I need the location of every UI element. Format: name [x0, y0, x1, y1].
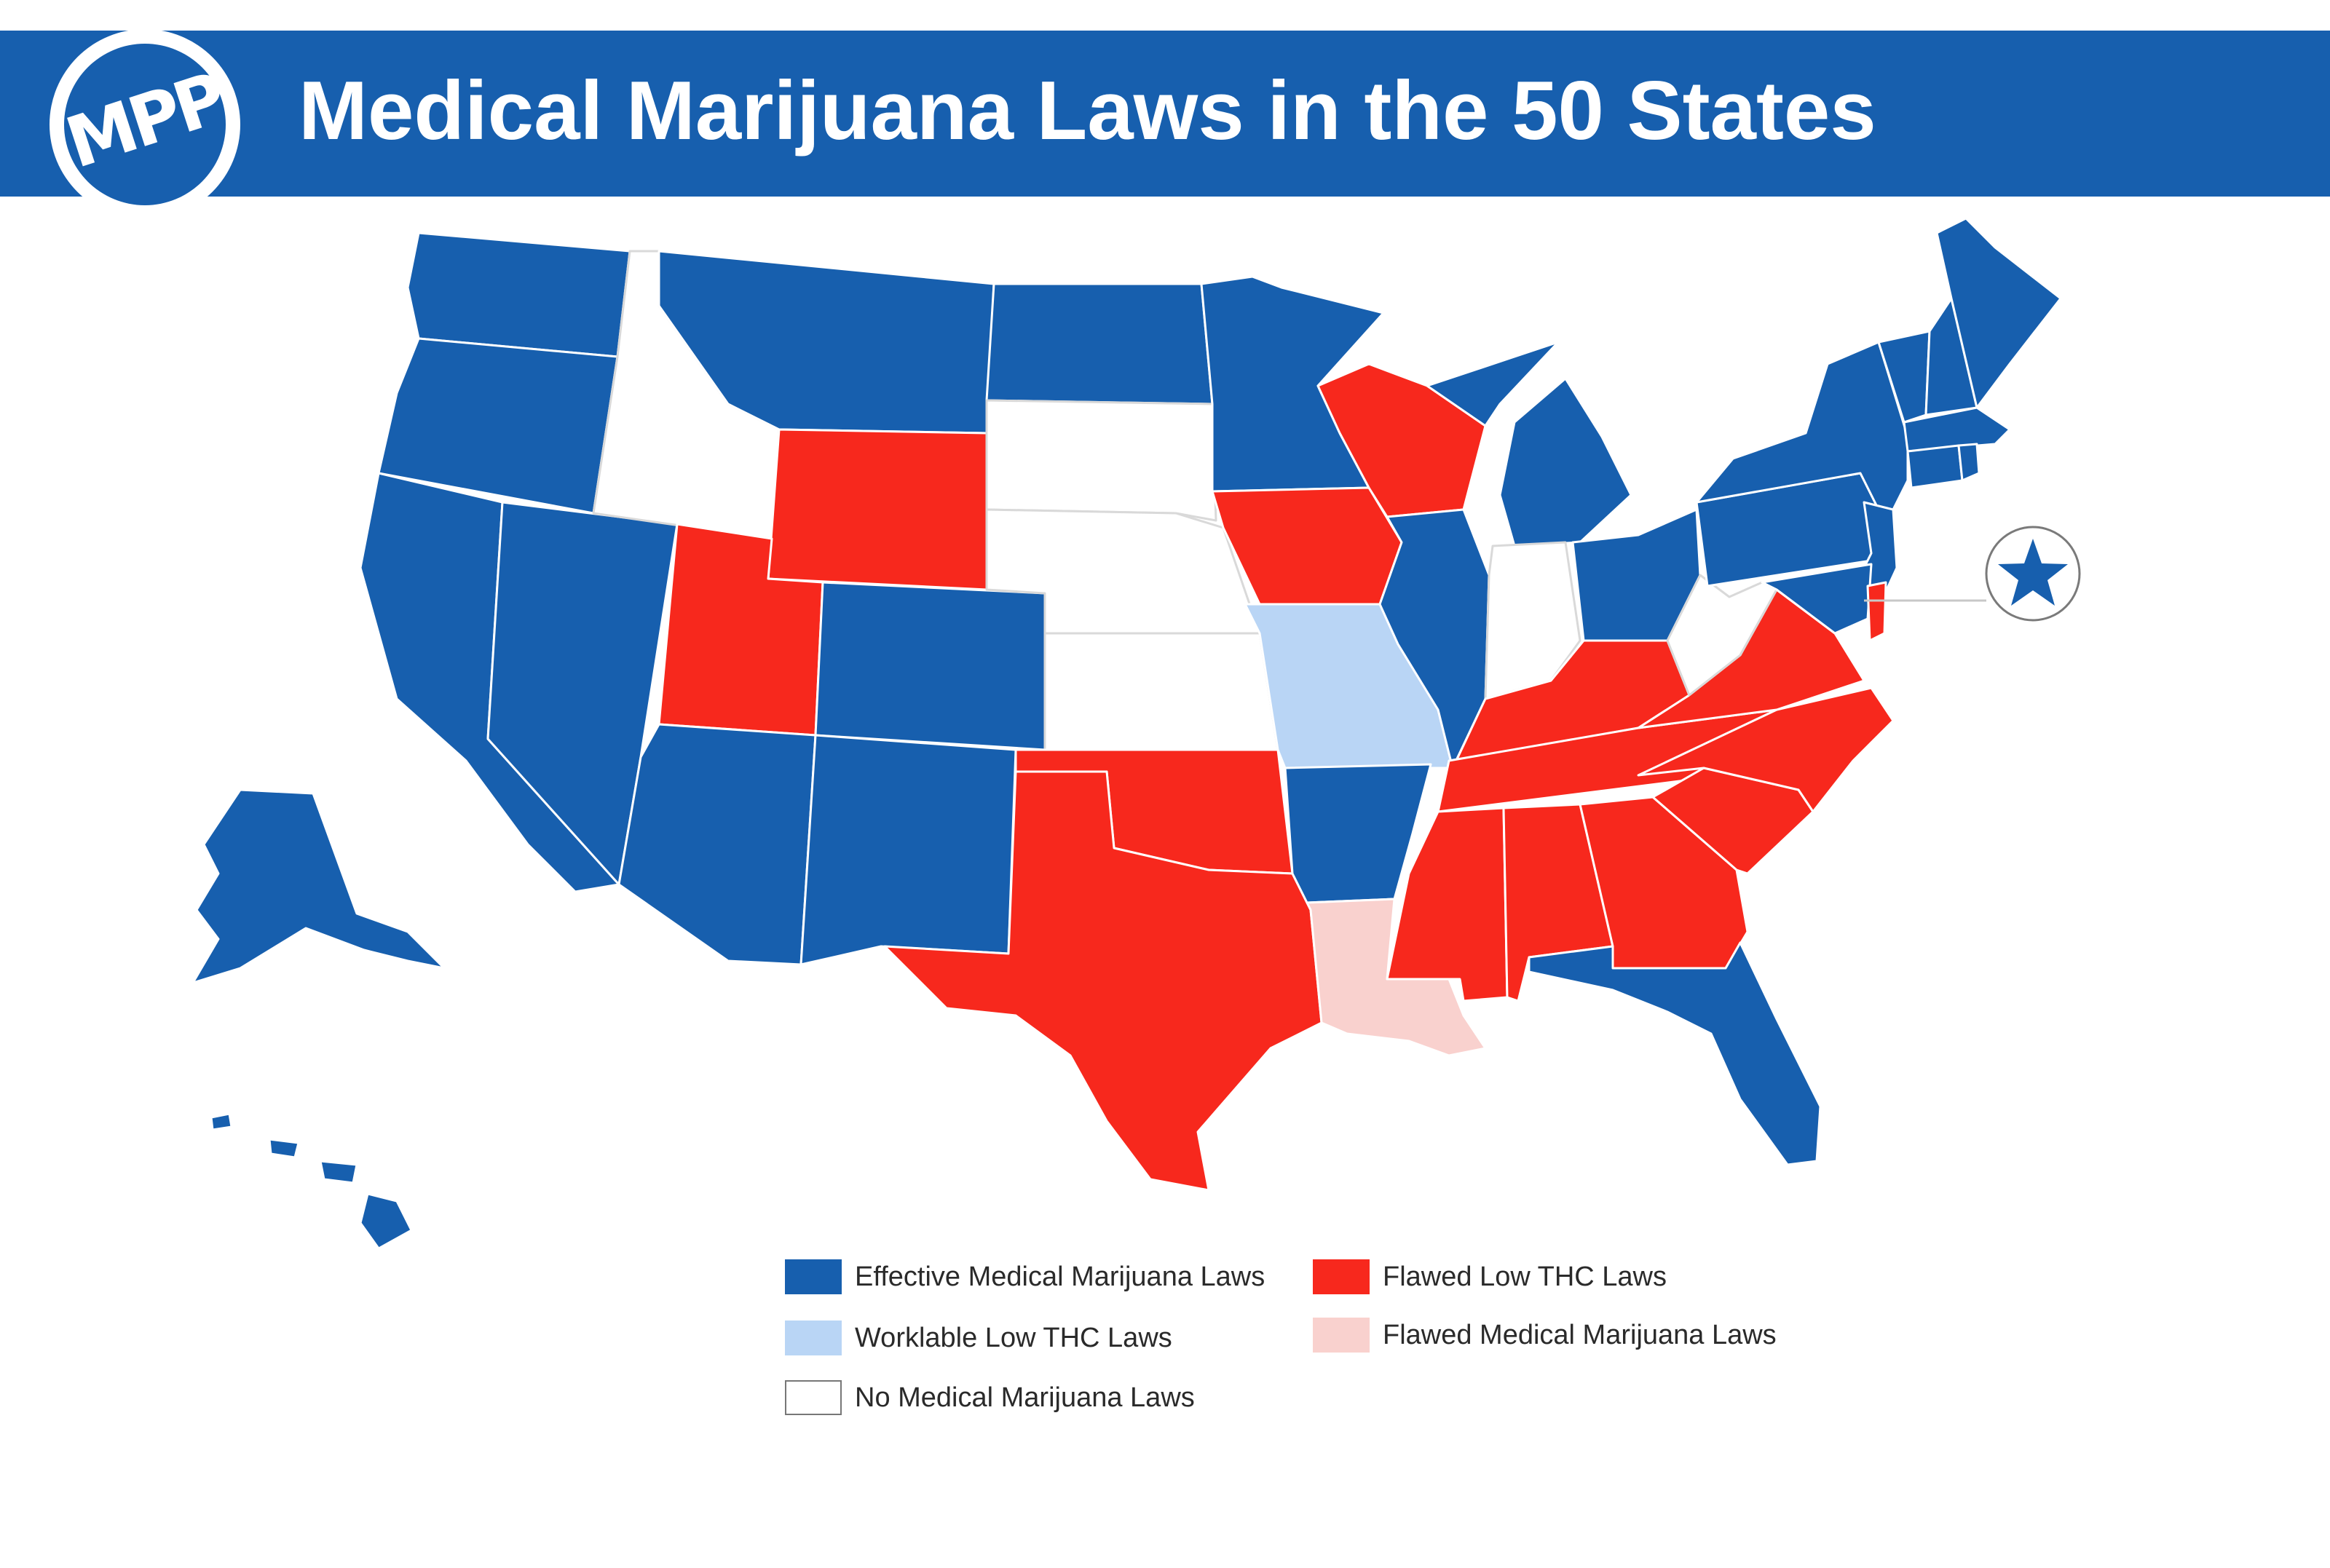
- state-michigan-lower: [1498, 377, 1632, 547]
- legend-label-no-medical: No Medical Marijuana Laws: [855, 1382, 1195, 1413]
- map-legend: Effective Medical Marijuana Laws Flawed …: [785, 1259, 1877, 1434]
- legend-item-flawed-low-thc: Flawed Low THC Laws: [1313, 1259, 1667, 1294]
- legend-item-no-medical: No Medical Marijuana Laws: [785, 1380, 1195, 1415]
- state-hawaii-big: [359, 1192, 413, 1250]
- state-massachusetts: [1903, 406, 2011, 453]
- legend-swatch-no-medical: [785, 1380, 842, 1415]
- state-arizona: [617, 723, 817, 966]
- state-michigan-upper: [1426, 341, 1560, 427]
- state-louisiana: [1306, 898, 1487, 1057]
- legend-swatch-workable-low-thc: [785, 1320, 842, 1355]
- state-florida: [1528, 941, 1822, 1166]
- state-kansas: [1043, 632, 1279, 751]
- state-delaware: [1866, 581, 1887, 642]
- legend-item-effective-medical: Effective Medical Marijuana Laws: [785, 1259, 1265, 1294]
- title-banner: [0, 31, 2330, 197]
- state-maine: [1935, 217, 2062, 409]
- legend-swatch-flawed-low-thc: [1313, 1259, 1370, 1294]
- state-colorado: [814, 581, 1046, 751]
- us-map: [191, 217, 2081, 1250]
- mpp-logo: MPP: [50, 29, 240, 220]
- state-illinois: [1378, 508, 1490, 769]
- state-connecticut: [1906, 444, 1964, 489]
- state-hawaii-3: [319, 1160, 358, 1184]
- legend-label-effective-medical: Effective Medical Marijuana Laws: [855, 1261, 1265, 1292]
- state-new-mexico: [799, 734, 1017, 966]
- state-north-dakota: [985, 282, 1214, 405]
- legend-swatch-effective-medical: [785, 1259, 842, 1294]
- state-hawaii-1: [210, 1112, 233, 1131]
- state-texas: [883, 770, 1323, 1192]
- state-hawaii-2: [268, 1138, 300, 1159]
- legend-label-flawed-medical: Flawed Medical Marijuana Laws: [1383, 1319, 1777, 1350]
- legend-label-flawed-low-thc: Flawed Low THC Laws: [1383, 1261, 1667, 1292]
- logo-ring: [64, 44, 226, 205]
- state-maryland: [1761, 563, 1873, 635]
- legend-label-workable-low-thc: Worklable Low THC Laws: [855, 1322, 1172, 1353]
- state-alaska: [191, 788, 446, 984]
- star-icon: [1998, 539, 2068, 606]
- state-washington: [406, 231, 631, 358]
- state-rhode-island: [1957, 443, 1980, 482]
- page-title: Medical Marijuana Laws in the 50 States: [299, 65, 1876, 157]
- legend-swatch-flawed-medical: [1313, 1318, 1370, 1353]
- state-wyoming: [767, 428, 988, 591]
- legend-item-flawed-medical: Flawed Medical Marijuana Laws: [1313, 1318, 1777, 1353]
- state-oregon: [377, 337, 619, 515]
- state-north-carolina: [1637, 686, 1895, 813]
- state-south-dakota: [985, 399, 1217, 522]
- legend-item-workable-low-thc: Worklable Low THC Laws: [785, 1320, 1172, 1355]
